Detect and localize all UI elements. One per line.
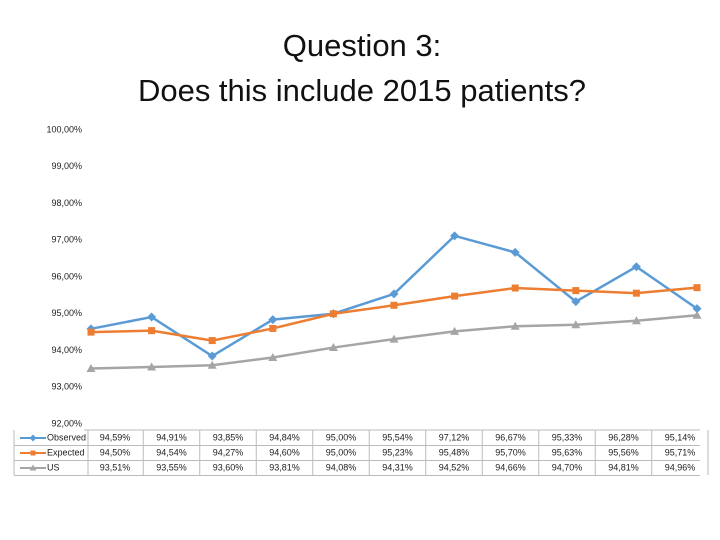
table-cell: 94,08%	[326, 462, 357, 472]
marker	[328, 343, 338, 352]
marker	[269, 324, 277, 332]
table-cell: 94,54%	[156, 447, 187, 457]
table-cell: 94,31%	[382, 462, 413, 472]
y-tick-label: 99,00%	[51, 161, 82, 171]
marker	[390, 301, 398, 309]
y-tick-label: 98,00%	[51, 198, 82, 208]
table-cell: 95,00%	[326, 432, 357, 442]
marker	[86, 364, 96, 373]
marker	[511, 284, 519, 292]
table-cell: 94,96%	[665, 462, 696, 472]
table-cell: 93,60%	[213, 462, 244, 472]
marker	[510, 247, 520, 257]
marker	[268, 315, 278, 325]
marker	[631, 316, 641, 325]
table-cell: 95,63%	[552, 447, 583, 457]
y-tick-label: 94,00%	[51, 345, 82, 355]
legend-marker	[29, 434, 37, 442]
marker	[450, 231, 460, 241]
table-cell: 94,60%	[269, 447, 300, 457]
marker	[571, 297, 581, 307]
marker	[572, 287, 580, 295]
table-cell: 94,66%	[495, 462, 526, 472]
table-cell: 95,48%	[439, 447, 470, 457]
table-cell: 93,81%	[269, 462, 300, 472]
table-cell: 97,12%	[439, 432, 470, 442]
marker	[692, 304, 702, 314]
chart-title: Does this include 2015 patients?	[138, 73, 586, 108]
legend-label: Expected	[47, 447, 85, 457]
marker	[207, 360, 217, 369]
table-cell: 94,70%	[552, 462, 583, 472]
table-cell: 95,00%	[326, 447, 357, 457]
y-tick-label: 93,00%	[51, 382, 82, 392]
legend-marker	[30, 450, 36, 456]
table-cell: 94,81%	[608, 462, 639, 472]
y-tick-label: 97,00%	[51, 235, 82, 245]
marker	[87, 328, 95, 336]
marker	[268, 352, 278, 361]
table-cell: 95,23%	[382, 447, 413, 457]
table-cell: 95,14%	[665, 432, 696, 442]
table-cell: 94,91%	[156, 432, 187, 442]
table-cell: 93,85%	[213, 432, 244, 442]
y-tick-label: 96,00%	[51, 271, 82, 281]
marker	[632, 289, 640, 297]
table-cell: 96,67%	[495, 432, 526, 442]
marker	[147, 312, 157, 322]
table-cell: 93,55%	[156, 462, 187, 472]
marker	[208, 337, 216, 345]
marker	[510, 321, 520, 330]
marker	[692, 310, 702, 319]
table-cell: 94,59%	[100, 432, 131, 442]
marker	[207, 351, 217, 361]
table-cell: 94,52%	[439, 462, 470, 472]
y-tick-label: 92,00%	[51, 418, 82, 428]
table-cell: 95,56%	[608, 447, 639, 457]
marker	[389, 289, 399, 299]
table-cell: 95,70%	[495, 447, 526, 457]
table-cell: 95,33%	[552, 432, 583, 442]
table-cell: 95,54%	[382, 432, 413, 442]
marker	[693, 284, 701, 292]
y-tick-label: 95,00%	[51, 308, 82, 318]
marker	[450, 326, 460, 335]
table-cell: 93,51%	[100, 462, 131, 472]
chart-title: Question 3:	[283, 28, 442, 63]
marker	[148, 327, 156, 335]
marker	[329, 310, 337, 318]
table-cell: 96,28%	[608, 432, 639, 442]
y-tick-label: 100,00%	[46, 124, 82, 134]
table-cell: 94,84%	[269, 432, 300, 442]
legend-marker	[29, 464, 37, 471]
marker	[451, 292, 459, 300]
marker	[389, 334, 399, 343]
legend-label: US	[47, 462, 60, 472]
marker	[571, 320, 581, 329]
legend-label: Observed	[47, 432, 86, 442]
marker	[147, 362, 157, 371]
table-cell: 95,71%	[665, 447, 696, 457]
marker	[631, 262, 641, 272]
table-cell: 94,50%	[100, 447, 131, 457]
table-cell: 94,27%	[213, 447, 244, 457]
